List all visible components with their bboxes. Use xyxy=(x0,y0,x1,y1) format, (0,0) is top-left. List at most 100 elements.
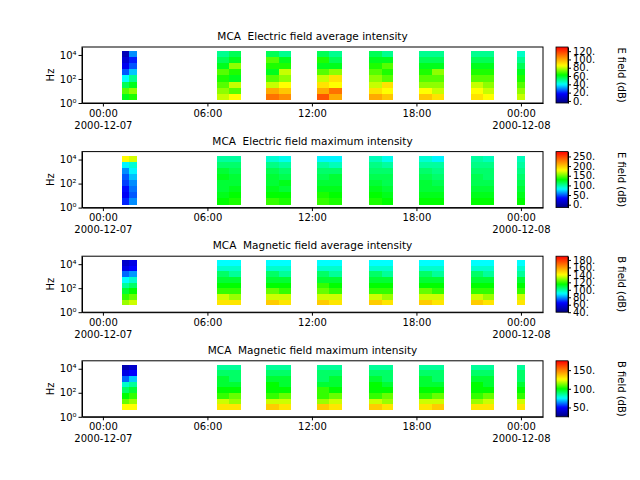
y-tick-mark xyxy=(79,79,83,80)
cell xyxy=(317,365,329,371)
cell xyxy=(129,82,137,88)
cell xyxy=(471,162,483,168)
colorbar xyxy=(556,152,568,208)
cell xyxy=(266,382,278,388)
cell xyxy=(329,51,341,57)
x-tick-label: 00:002000-12-07 xyxy=(74,317,132,340)
colorbar-tick-label: 120. xyxy=(573,46,595,57)
cell xyxy=(279,260,291,266)
cell xyxy=(129,365,137,371)
colorbar-tick: 100. xyxy=(568,180,595,191)
cell xyxy=(517,283,525,289)
colorbar-tick-mark xyxy=(568,275,571,276)
cell xyxy=(217,266,229,272)
cell xyxy=(517,288,525,294)
y-tick-mark xyxy=(79,417,83,418)
cell xyxy=(129,283,137,289)
cell xyxy=(122,198,129,204)
cell xyxy=(483,69,495,75)
cell xyxy=(382,288,394,294)
cell xyxy=(369,63,382,69)
x-tick-mark xyxy=(103,208,104,212)
cell xyxy=(317,294,329,300)
cell xyxy=(382,75,394,81)
cell xyxy=(217,69,229,75)
cell xyxy=(279,75,291,81)
cell xyxy=(279,63,291,69)
colorbar-axis-line xyxy=(568,48,569,104)
cell xyxy=(369,198,382,204)
cell xyxy=(382,376,394,382)
x-tick-mark xyxy=(416,208,417,212)
x-tick: 00:002000-12-08 xyxy=(492,417,550,445)
cell xyxy=(329,260,341,266)
y-tick-mark xyxy=(79,160,83,161)
cell xyxy=(517,156,525,162)
cell xyxy=(471,300,483,306)
y-tick-label: 10² xyxy=(60,283,77,294)
cell xyxy=(217,387,229,393)
colorbar-tick-mark xyxy=(568,297,571,298)
cell xyxy=(217,82,229,88)
cell xyxy=(432,271,444,277)
cell xyxy=(317,277,329,283)
cell xyxy=(217,370,229,376)
cell xyxy=(483,387,495,393)
cell xyxy=(317,82,329,88)
cell xyxy=(266,51,278,57)
cell xyxy=(122,94,129,100)
cell xyxy=(517,168,525,174)
cell xyxy=(129,294,137,300)
cell xyxy=(483,404,495,410)
cell xyxy=(229,69,241,75)
cell xyxy=(122,277,129,283)
cell xyxy=(517,266,525,272)
colorbar-tick-mark xyxy=(568,407,571,408)
cell xyxy=(129,404,137,410)
x-tick: 12:00 xyxy=(298,312,327,328)
cell xyxy=(279,300,291,306)
cell xyxy=(369,51,382,57)
cell xyxy=(483,156,495,162)
x-tick-mark xyxy=(103,103,104,107)
cell xyxy=(229,75,241,81)
cell xyxy=(217,192,229,198)
cell xyxy=(517,260,525,266)
cell xyxy=(517,94,525,100)
y-tick: 10⁴ xyxy=(60,154,82,165)
cell xyxy=(329,382,341,388)
colorbar-tick-mark xyxy=(568,176,571,177)
x-tick-mark xyxy=(312,417,313,421)
y-axis-line xyxy=(82,48,83,104)
y-tick-mark xyxy=(79,369,83,370)
cell xyxy=(471,365,483,371)
cell xyxy=(266,393,278,399)
cell xyxy=(419,399,431,405)
x-tick-label: 00:002000-12-08 xyxy=(492,317,550,340)
cell xyxy=(432,75,444,81)
cell xyxy=(432,174,444,180)
cell xyxy=(517,174,525,180)
y-axis-title: Hz xyxy=(45,382,56,395)
colorbar-tick: 200. xyxy=(568,161,595,172)
x-tick: 00:002000-12-07 xyxy=(74,103,132,131)
cell xyxy=(382,260,394,266)
cell xyxy=(317,174,329,180)
cell xyxy=(432,370,444,376)
cell xyxy=(432,69,444,75)
x-tick: 06:00 xyxy=(193,417,222,433)
colorbar-tick: 50. xyxy=(568,402,589,413)
cell xyxy=(369,376,382,382)
cell xyxy=(382,69,394,75)
cell xyxy=(266,404,278,410)
cell xyxy=(329,288,341,294)
y-tick: 10² xyxy=(60,178,82,189)
figure: 00:002000-12-0706:0012:0018:0000:002000-… xyxy=(0,0,640,480)
cell xyxy=(122,294,129,300)
panel: 00:002000-12-0706:0012:0018:0000:002000-… xyxy=(45,30,627,131)
cell xyxy=(122,63,129,69)
cell xyxy=(329,365,341,371)
cell xyxy=(483,180,495,186)
cell xyxy=(329,180,341,186)
cell xyxy=(217,156,229,162)
